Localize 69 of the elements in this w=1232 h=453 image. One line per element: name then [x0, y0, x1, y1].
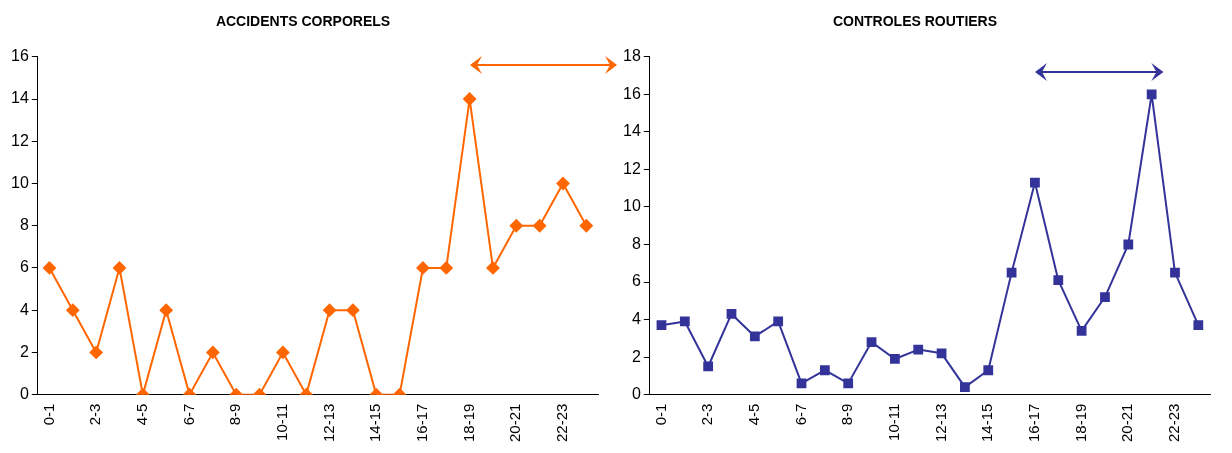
x-tick-label: 10-11 [273, 403, 291, 441]
point [1193, 320, 1204, 331]
y-tick-label: 16 [11, 47, 29, 65]
point [1100, 292, 1110, 302]
x-tick-label: 16-17 [413, 403, 431, 443]
x-tick-label: 22-23 [1165, 403, 1183, 443]
point [749, 331, 760, 342]
point [1146, 89, 1157, 100]
point [679, 316, 690, 327]
y-tick-label: 6 [631, 272, 641, 290]
x-tick-label: 14-15 [978, 403, 996, 443]
x-tick-label: 8-9 [226, 403, 244, 426]
point [796, 378, 807, 389]
y-tick-label: 6 [19, 258, 29, 276]
x-tick-label: 4-5 [132, 403, 150, 426]
chart-title: CONTROLES ROUTIERS [832, 13, 998, 30]
x-tick-label: 12-13 [931, 403, 949, 443]
x-tick-label: 4-5 [744, 403, 762, 426]
x-tick-label: 6-7 [791, 403, 809, 426]
x-tick-label: 14-15 [366, 403, 384, 443]
point [1123, 239, 1134, 250]
y-tick-label: 14 [11, 89, 29, 107]
y-tick-label: 2 [631, 347, 641, 365]
point [656, 320, 667, 331]
y-tick-label: 12 [11, 131, 29, 149]
point [773, 316, 784, 327]
x-tick-label: 18-19 [459, 403, 477, 443]
x-tick-label: 8-9 [838, 403, 856, 426]
point [843, 378, 854, 389]
y-tick-label: 16 [623, 84, 641, 102]
y-tick-label: 10 [623, 197, 641, 215]
y-tick-label: 0 [19, 385, 29, 403]
x-tick-label: 20-21 [506, 403, 524, 443]
y-tick-label: 2 [19, 342, 29, 360]
x-tick-label: 22-23 [553, 403, 571, 443]
point [936, 348, 947, 359]
point [1006, 267, 1017, 278]
point [866, 337, 877, 347]
point [819, 365, 830, 376]
y-tick-label: 8 [631, 234, 641, 252]
point [1076, 325, 1087, 336]
x-tick-label: 2-3 [86, 403, 104, 426]
y-tick-label: 10 [11, 173, 29, 191]
y-tick-label: 4 [19, 300, 29, 318]
point [983, 365, 994, 376]
point [703, 361, 714, 372]
y-tick-label: 18 [623, 47, 641, 65]
x-tick-label: 18-19 [1071, 403, 1089, 443]
point [1053, 275, 1064, 286]
chart-title: ACCIDENTS CORPORELS [215, 13, 391, 30]
x-tick-label: 10-11 [885, 403, 903, 441]
x-tick-label: 6-7 [179, 403, 197, 426]
point [913, 344, 924, 355]
point [726, 309, 737, 319]
x-tick-label: 0-1 [39, 403, 57, 426]
x-tick-label: 0-1 [651, 403, 669, 426]
x-tick-label: 2-3 [698, 403, 716, 426]
x-tick-label: 20-21 [1118, 403, 1136, 443]
point [890, 354, 900, 364]
x-tick-label: 12-13 [319, 403, 337, 443]
y-tick-label: 8 [19, 216, 29, 234]
y-tick-label: 0 [631, 385, 641, 403]
point [960, 382, 970, 393]
y-tick-label: 12 [623, 159, 641, 177]
point [1030, 177, 1040, 188]
point [1170, 267, 1180, 278]
y-tick-label: 14 [623, 122, 641, 140]
x-tick-label: 16-17 [1025, 403, 1043, 443]
y-tick-label: 4 [631, 309, 641, 327]
